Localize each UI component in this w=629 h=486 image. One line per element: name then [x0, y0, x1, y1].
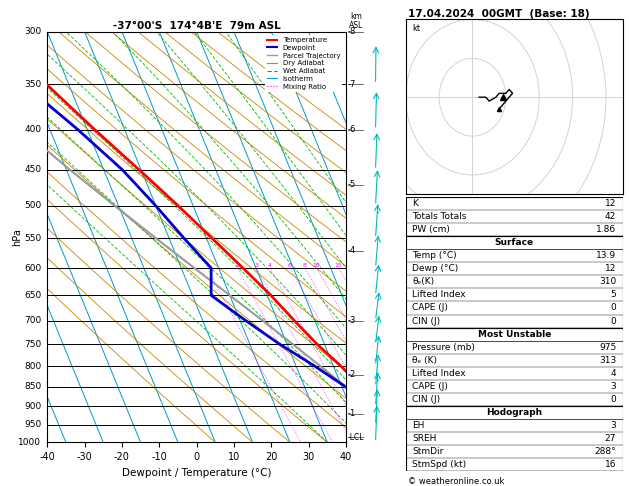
Text: 550: 550	[24, 234, 42, 243]
Text: Temp (°C): Temp (°C)	[412, 251, 457, 260]
Text: 700: 700	[24, 316, 42, 325]
Text: 300: 300	[24, 27, 42, 36]
Text: CAPE (J): CAPE (J)	[412, 382, 448, 391]
Text: 900: 900	[24, 402, 42, 411]
Text: -8: -8	[348, 27, 356, 36]
Text: StmDir: StmDir	[412, 447, 443, 456]
Text: km
ASL: km ASL	[348, 12, 363, 30]
Text: 950: 950	[24, 420, 42, 429]
Text: CIN (J): CIN (J)	[412, 316, 440, 326]
Text: 0: 0	[611, 395, 616, 404]
Text: hPa: hPa	[13, 228, 22, 246]
Text: 1000: 1000	[18, 438, 42, 447]
Text: Dewp (°C): Dewp (°C)	[412, 264, 459, 273]
X-axis label: Dewpoint / Temperature (°C): Dewpoint / Temperature (°C)	[122, 468, 271, 478]
Text: PW (cm): PW (cm)	[412, 225, 450, 234]
Text: 13.9: 13.9	[596, 251, 616, 260]
Text: θₑ (K): θₑ (K)	[412, 356, 437, 365]
Text: 1: 1	[205, 263, 209, 268]
Text: 12: 12	[605, 264, 616, 273]
Text: 350: 350	[24, 80, 42, 88]
Legend: Temperature, Dewpoint, Parcel Trajectory, Dry Adiabat, Wet Adiabat, Isotherm, Mi: Temperature, Dewpoint, Parcel Trajectory…	[265, 35, 342, 92]
Text: 3: 3	[254, 263, 258, 268]
Text: Lifted Index: Lifted Index	[412, 369, 466, 378]
Text: 313: 313	[599, 356, 616, 365]
Text: 750: 750	[24, 340, 42, 348]
Text: Most Unstable: Most Unstable	[477, 330, 551, 339]
Text: -6: -6	[348, 125, 356, 134]
Text: kt: kt	[413, 24, 421, 33]
Text: 4: 4	[268, 263, 272, 268]
Text: Hodograph: Hodograph	[486, 408, 542, 417]
Text: 800: 800	[24, 362, 42, 371]
Text: EH: EH	[412, 421, 425, 430]
Text: 0: 0	[611, 316, 616, 326]
Text: K: K	[412, 199, 418, 208]
Text: 500: 500	[24, 201, 42, 210]
Text: 17.04.2024  00GMT  (Base: 18): 17.04.2024 00GMT (Base: 18)	[408, 9, 589, 19]
Text: 288°: 288°	[594, 447, 616, 456]
Text: 2: 2	[235, 263, 240, 268]
Text: -1: -1	[348, 409, 356, 418]
Text: 16: 16	[604, 460, 616, 469]
Text: CIN (J): CIN (J)	[412, 395, 440, 404]
Text: -2: -2	[348, 370, 356, 379]
Text: θₑ(K): θₑ(K)	[412, 278, 435, 286]
Text: 4: 4	[611, 369, 616, 378]
Title: -37°00'S  174°4B'E  79m ASL: -37°00'S 174°4B'E 79m ASL	[113, 21, 281, 31]
Text: 3: 3	[611, 421, 616, 430]
Text: 15: 15	[335, 263, 342, 268]
Text: Lifted Index: Lifted Index	[412, 291, 466, 299]
Text: © weatheronline.co.uk: © weatheronline.co.uk	[408, 477, 504, 486]
Text: Surface: Surface	[494, 238, 534, 247]
Text: 12: 12	[605, 199, 616, 208]
Text: -3: -3	[348, 316, 356, 325]
Text: 400: 400	[24, 125, 42, 134]
Text: Pressure (mb): Pressure (mb)	[412, 343, 475, 352]
Text: 450: 450	[24, 165, 42, 174]
Text: 42: 42	[605, 212, 616, 221]
Text: 8: 8	[303, 263, 307, 268]
Text: 3: 3	[611, 382, 616, 391]
Text: 310: 310	[599, 278, 616, 286]
Text: 650: 650	[24, 291, 42, 300]
Text: -4: -4	[348, 246, 356, 255]
Text: 0: 0	[611, 303, 616, 312]
Text: Totals Totals: Totals Totals	[412, 212, 467, 221]
Text: 975: 975	[599, 343, 616, 352]
Text: SREH: SREH	[412, 434, 437, 443]
Text: -5: -5	[348, 180, 356, 189]
Text: 1.86: 1.86	[596, 225, 616, 234]
Text: 6: 6	[288, 263, 292, 268]
Text: CAPE (J): CAPE (J)	[412, 303, 448, 312]
Text: StmSpd (kt): StmSpd (kt)	[412, 460, 466, 469]
Text: 10: 10	[313, 263, 320, 268]
Text: 5: 5	[611, 291, 616, 299]
Text: -LCL: -LCL	[348, 433, 364, 442]
Text: 27: 27	[605, 434, 616, 443]
Text: 850: 850	[24, 382, 42, 391]
Text: 600: 600	[24, 263, 42, 273]
Text: -7: -7	[348, 80, 356, 88]
